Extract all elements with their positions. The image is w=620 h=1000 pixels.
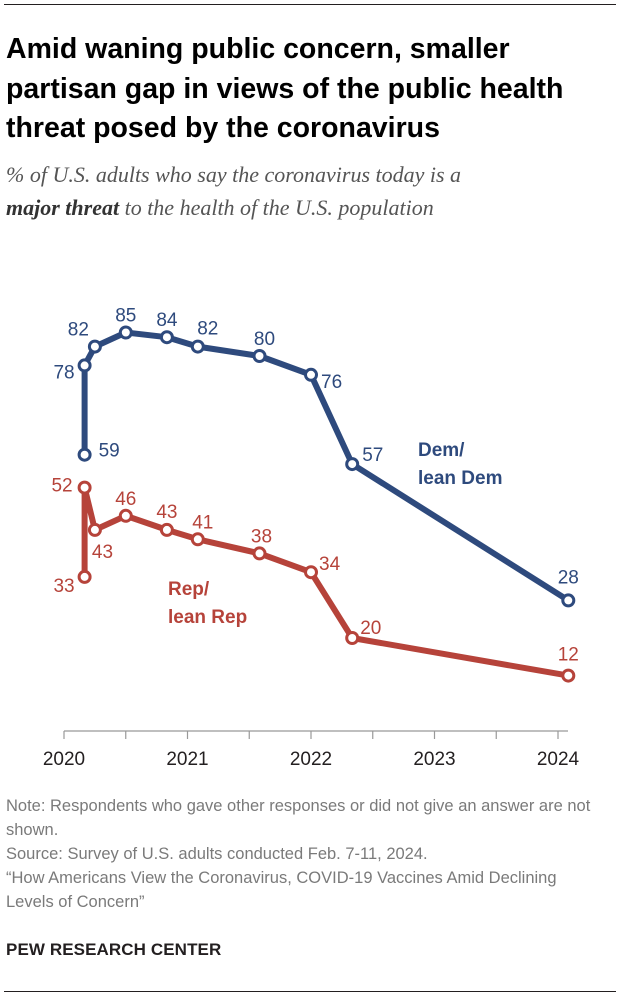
data-point-dem — [118, 325, 133, 340]
data-label-dem: 59 — [99, 441, 120, 462]
data-label-dem: 84 — [156, 310, 178, 331]
data-point-dem — [159, 330, 174, 345]
series-layer — [77, 325, 576, 683]
x-tick-label-2022: 2022 — [290, 749, 332, 770]
x-tick-label-2024: 2024 — [537, 749, 580, 770]
data-point-rep — [190, 532, 205, 547]
data-label-dem: 28 — [558, 567, 579, 588]
brand-logo-text: PEW RESEARCH CENTER — [6, 940, 222, 959]
data-point-dem — [87, 339, 102, 354]
data-label-rep: 43 — [92, 542, 113, 563]
top-rule — [4, 4, 616, 5]
data-point-dem — [561, 593, 576, 608]
line-chart: 2020 2021 2022 2023 2024 59 78 82 85 84 82 80 76 57 2… — [43, 306, 580, 770]
series-name-line: lean Dem — [418, 468, 502, 489]
data-label-dem: 82 — [68, 320, 89, 341]
data-label-rep: 43 — [156, 502, 177, 523]
data-label-rep: 20 — [360, 618, 381, 639]
data-point-rep — [304, 565, 318, 580]
data-label-dem: 80 — [254, 329, 275, 350]
series-line-rep — [81, 484, 572, 679]
data-label-dem: 82 — [197, 319, 218, 340]
data-point-rep — [159, 522, 174, 537]
subtitle-rest: to the health of the U.S. population — [119, 195, 434, 220]
data-label-rep: 52 — [51, 476, 72, 497]
report-title: “How Americans View the Coronavirus, COV… — [6, 869, 557, 911]
data-label-rep: 33 — [53, 576, 74, 597]
data-point-rep — [77, 569, 92, 584]
data-label-rep: 12 — [558, 645, 579, 666]
x-tick-label-2023: 2023 — [413, 749, 455, 770]
series-name-dem: Dem/lean Dem — [418, 440, 502, 489]
note-text: Note: Respondents who gave other respons… — [6, 797, 591, 839]
source-text: Source: Survey of U.S. adults conducted … — [6, 845, 428, 863]
series-line-dem — [81, 329, 572, 604]
x-tick-label-2021: 2021 — [166, 749, 208, 770]
chart-subtitle: % of U.S. adults who say the coronavirus… — [6, 158, 606, 224]
data-point-rep — [77, 480, 92, 495]
data-point-dem — [252, 349, 267, 363]
x-tick-label-2020: 2020 — [43, 749, 85, 770]
series-name-rep: Rep/lean Rep — [168, 579, 247, 628]
data-label-rep: 38 — [251, 526, 272, 547]
data-label-dem: 57 — [362, 445, 383, 466]
data-label-rep: 46 — [115, 489, 136, 510]
x-axis: 2020 2021 2022 2023 2024 — [43, 730, 580, 770]
data-point-rep — [345, 631, 360, 645]
data-label-rep: 34 — [319, 554, 341, 575]
subtitle-emphasis: major threat — [6, 195, 120, 220]
data-point-dem — [304, 367, 318, 382]
data-label-rep: 41 — [192, 512, 213, 533]
data-point-rep — [252, 546, 267, 561]
data-point-dem — [77, 358, 92, 373]
series-name-line: lean Rep — [168, 607, 247, 628]
data-point-dem — [190, 339, 205, 354]
data-point-rep — [561, 668, 576, 683]
data-point-dem — [345, 457, 360, 472]
data-label-dem: 85 — [115, 306, 136, 327]
data-label-dem: 78 — [53, 362, 74, 383]
series-name-line: Dem/ — [418, 440, 465, 461]
data-label-dem: 76 — [321, 372, 342, 393]
label-layer: 59 78 82 85 84 82 80 76 57 28 Dem/lean Dem 33 52 43 46… — [51, 306, 578, 666]
data-point-rep — [87, 522, 102, 537]
bottom-rule — [4, 991, 616, 992]
data-point-rep — [118, 508, 133, 523]
footnote: Note: Respondents who gave other respons… — [6, 794, 606, 914]
chart-title: Amid waning public concern, smaller part… — [6, 33, 564, 144]
data-point-dem — [77, 447, 92, 462]
series-name-line: Rep/ — [168, 579, 210, 600]
subtitle-line1: % of U.S. adults who say the coronavirus… — [6, 162, 462, 187]
